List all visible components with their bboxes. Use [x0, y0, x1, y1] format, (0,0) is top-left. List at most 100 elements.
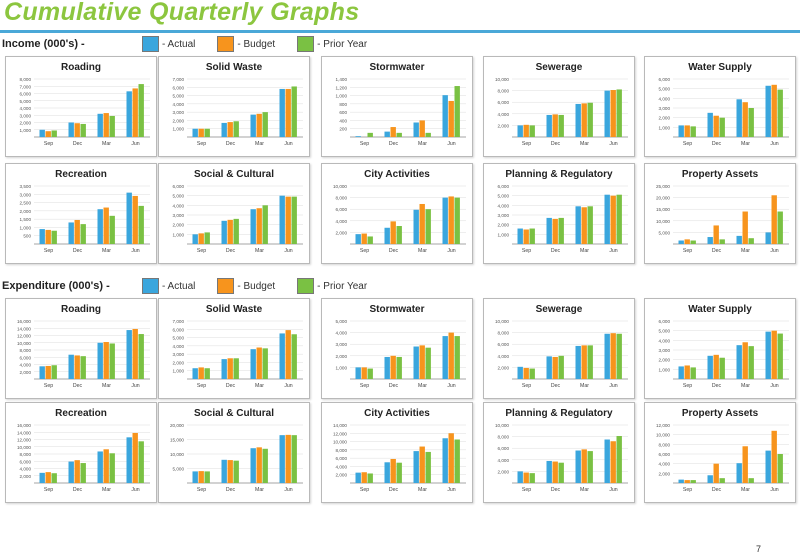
income-sewerage-chart: Sewerage 2,000 4,000 6,000 8,000 10,000 Sep Dec…	[483, 56, 635, 157]
page-number: 7	[756, 544, 762, 554]
y-tick-label: 10,000	[17, 341, 31, 346]
x-tick-label: Sep	[360, 141, 369, 147]
bar-prior-year-sep	[204, 471, 210, 483]
x-tick-label: Jun	[131, 383, 139, 389]
bar-budget-sep	[523, 472, 529, 483]
expenditure-property-assets-chart: Property Assets 2,000 4,000 6,000 8,000 10,00…	[644, 402, 796, 503]
y-tick-label: 500	[23, 234, 31, 239]
legend-label-actual: - Actual	[162, 280, 196, 292]
bar-prior-year-jun	[454, 336, 460, 379]
chart-title: City Activities	[364, 408, 430, 419]
bar-actual-dec	[707, 112, 713, 137]
bar-actual-mar	[413, 451, 419, 483]
bar-prior-year-mar	[425, 347, 431, 379]
bar-prior-year-mar	[587, 102, 593, 137]
x-tick-label: Jun	[447, 248, 455, 254]
expenditure-city-activities-chart: City Activities 2,000 4,000 6,000 8,000 10,00…	[321, 402, 473, 503]
y-tick-label: 10,000	[495, 319, 509, 324]
y-tick-label: 5,000	[659, 230, 671, 235]
legend-swatch-actual	[142, 36, 159, 52]
legend-actual: - Actual	[142, 36, 195, 52]
y-tick-label: 2,000	[173, 223, 185, 228]
chart-title: Social & Cultural	[193, 169, 274, 180]
bar-budget-sep	[684, 365, 690, 379]
x-tick-label: Sep	[197, 248, 206, 254]
y-tick-label: 1,000	[173, 369, 185, 374]
x-tick-label: Jun	[284, 383, 292, 389]
bar-actual-mar	[250, 448, 256, 483]
y-tick-label: 5,000	[336, 319, 348, 324]
y-tick-label: 10,000	[17, 445, 31, 450]
expenditure-sewerage-chart: Sewerage 2,000 4,000 6,000 8,000 10,000 Sep Dec…	[483, 298, 635, 399]
y-tick-label: 2,000	[336, 473, 348, 478]
bar-budget-jun	[285, 434, 291, 483]
y-tick-label: 1,000	[336, 94, 348, 99]
x-tick-label: Jun	[770, 487, 778, 493]
bar-budget-jun	[448, 196, 454, 244]
chart-plot: 2,000 4,000 6,000 8,000 10,000 Sep Dec Mar Jun	[495, 319, 628, 389]
bar-prior-year-dec	[558, 462, 564, 483]
x-tick-label: Jun	[447, 141, 455, 147]
bar-prior-year-sep	[51, 365, 57, 379]
y-tick-label: 8,000	[336, 196, 348, 201]
bar-prior-year-mar	[587, 345, 593, 379]
expenditure-stormwater-chart: Stormwater 1,000 2,000 3,000 4,000 5,000 Sep De…	[321, 298, 473, 399]
bar-budget-dec	[390, 355, 396, 379]
bar-actual-mar	[97, 451, 103, 483]
y-tick-label: 4,000	[498, 203, 510, 208]
bar-actual-mar	[250, 209, 256, 244]
bar-budget-mar	[742, 211, 748, 244]
legend-label-prior-year: - Prior Year	[317, 280, 368, 292]
y-tick-label: 2,000	[659, 471, 671, 476]
bar-budget-dec	[552, 218, 558, 244]
income-solid-waste-chart: Solid Waste 1,000 2,000 3,000 4,000 5,000 6,00…	[158, 56, 310, 157]
bar-prior-year-dec	[396, 356, 402, 379]
chart-plot: 5,000 10,000 15,000 20,000 25,000 Sep Dec Mar Ju…	[656, 184, 789, 254]
bar-actual-dec	[707, 475, 713, 483]
bar-prior-year-dec	[558, 217, 564, 244]
bar-actual-sep	[355, 472, 361, 483]
y-tick-label: 6,000	[498, 100, 510, 105]
chart-plot: 1,000 2,000 3,000 4,000 5,000 6,000 Sep Dec Mar J…	[498, 184, 628, 254]
y-tick-label: 2,000	[20, 209, 32, 214]
y-tick-label: 10,000	[495, 423, 509, 428]
bar-budget-mar	[103, 113, 109, 137]
chart-plot: 2,000 4,000 6,000 8,000 10,000 12,000 14,000 Se…	[333, 423, 466, 493]
bar-budget-dec	[227, 219, 233, 244]
bar-prior-year-mar	[109, 453, 115, 483]
chart-plot: 500 1,000 1,500 2,000 2,500 3,000 3,500 Sep Dec M…	[20, 184, 150, 254]
x-tick-label: Sep	[683, 248, 692, 254]
x-tick-label: Dec	[389, 383, 399, 389]
bar-actual-dec	[221, 359, 227, 379]
chart-title: Property Assets	[681, 408, 759, 419]
bar-prior-year-mar	[587, 206, 593, 244]
x-tick-label: Jun	[447, 487, 455, 493]
bar-prior-year-jun	[777, 333, 783, 379]
bar-prior-year-sep	[690, 126, 696, 137]
x-tick-label: Dec	[712, 141, 722, 147]
chart-plot: 2,000 4,000 6,000 8,000 10,000 12,000 Sep Dec Ma…	[656, 423, 789, 493]
y-tick-label: 10,000	[656, 219, 670, 224]
y-tick-label: 2,000	[498, 365, 510, 370]
x-tick-label: Dec	[551, 248, 561, 254]
y-tick-label: 3,000	[20, 192, 32, 197]
x-tick-label: Sep	[360, 487, 369, 493]
income-planning-and-regulatory-chart: Planning & Regulatory 1,000 2,000 3,000 4,00…	[483, 163, 635, 264]
y-tick-label: 2,500	[20, 201, 32, 206]
y-tick-label: 14,000	[17, 326, 31, 331]
bar-budget-mar	[419, 203, 425, 244]
bar-prior-year-dec	[719, 239, 725, 244]
income-section-label: Income (000's) -	[2, 38, 85, 50]
x-tick-label: Jun	[770, 383, 778, 389]
x-tick-label: Mar	[741, 248, 750, 254]
chart-title: Stormwater	[369, 304, 425, 315]
bar-budget-dec	[713, 354, 719, 379]
chart-title: Property Assets	[681, 169, 759, 180]
y-tick-label: 3,000	[659, 348, 671, 353]
bar-actual-jun	[279, 333, 285, 379]
bar-budget-jun	[132, 432, 138, 483]
bar-prior-year-sep	[51, 230, 57, 244]
bar-actual-sep	[39, 129, 45, 137]
bar-budget-mar	[256, 208, 262, 244]
y-tick-label: 4,000	[20, 363, 32, 368]
